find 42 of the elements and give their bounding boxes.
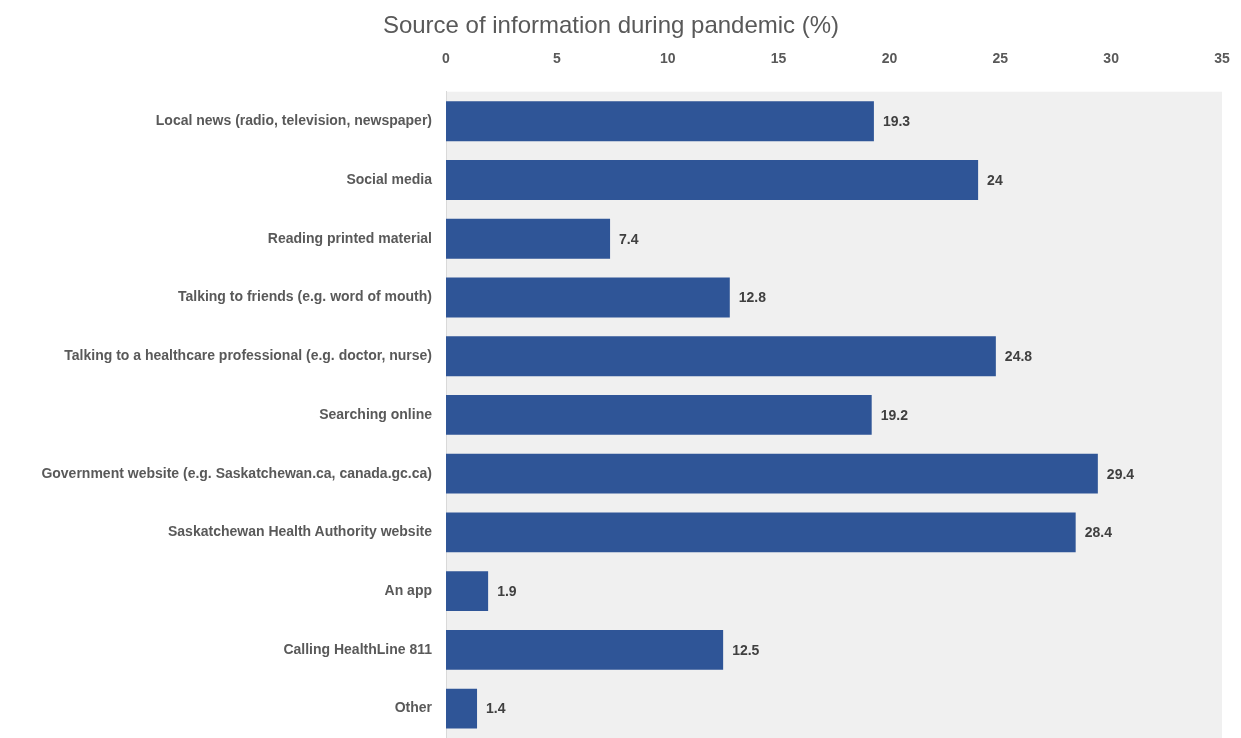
bar (446, 336, 996, 377)
x-tick-label: 10 (659, 50, 676, 67)
bar (446, 571, 489, 612)
data-label: 19.2 (880, 406, 909, 423)
bar (446, 159, 979, 200)
x-tick-label: 30 (1103, 50, 1120, 67)
x-tick-label: 35 (1214, 50, 1230, 67)
x-tick-label: 0 (442, 50, 451, 67)
data-label: 29.4 (1106, 465, 1135, 482)
y-tick-label: Social media (346, 170, 433, 187)
bar (446, 218, 611, 259)
y-tick-label: Other (394, 699, 433, 716)
y-tick-label: Saskatchewan Health Authority website (168, 523, 433, 540)
data-label: 7.4 (619, 230, 639, 247)
y-tick-label: Talking to a healthcare professional (e.g. doctor, nurse) (64, 347, 432, 364)
data-label: 12.5 (732, 641, 760, 658)
y-tick-label: Calling HealthLine 811 (283, 640, 433, 657)
y-tick-label: Reading printed material (267, 229, 432, 246)
y-tick-label: Government website (e.g. Saskatchewan.ca, canada.gc.ca) (41, 464, 432, 481)
x-tick-label: 20 (881, 50, 898, 67)
chart-title: Source of information during pandemic (%) (382, 11, 840, 39)
y-tick-label: Searching online (319, 405, 433, 422)
bar (446, 101, 874, 142)
bar (446, 688, 478, 729)
y-tick-label: An app (384, 582, 432, 598)
bar (446, 394, 872, 435)
data-label: 12.8 (738, 289, 767, 306)
x-tick-label: 15 (770, 50, 787, 67)
data-label: 28.4 (1084, 524, 1113, 541)
x-tick-label: 25 (992, 50, 1009, 67)
data-label: 1.9 (497, 583, 517, 599)
x-tick-label: 5 (552, 50, 561, 67)
data-label: 1.4 (486, 700, 506, 717)
y-tick-label: Local news (radio, television, newspaper) (155, 112, 432, 129)
data-label: 24 (987, 171, 1003, 188)
data-label: 19.3 (882, 113, 911, 130)
bar (446, 629, 724, 670)
bar (446, 453, 1098, 494)
y-tick-label: Talking to friends (e.g. word of mouth) (177, 288, 432, 305)
bar (446, 277, 730, 318)
data-label: 24.8 (1004, 348, 1033, 365)
bar (446, 512, 1076, 553)
